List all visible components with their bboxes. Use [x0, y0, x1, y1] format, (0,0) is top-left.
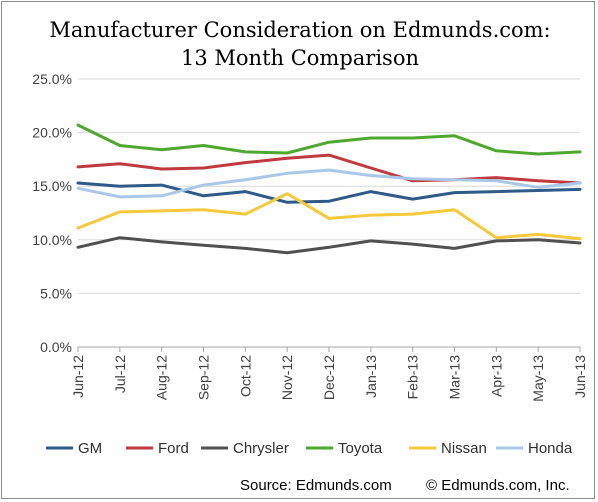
legend-label-chrysler: Chrysler: [233, 440, 289, 457]
x-tick-label: Sep-12: [196, 355, 212, 400]
series-line-chrysler: [76, 236, 582, 255]
copyright-label: © Edmunds.com, Inc.: [426, 477, 570, 494]
x-tick-label: Nov-12: [279, 355, 295, 400]
x-tick-label: Aug-12: [154, 355, 170, 400]
series-line-honda: [76, 168, 582, 199]
y-tick-label: 10.0%: [32, 232, 72, 248]
x-tick-label: Jun-13: [572, 355, 588, 398]
source-label: Source: Edmunds.com: [240, 477, 392, 494]
legend-label-nissan: Nissan: [441, 440, 487, 457]
series-line-ford: [76, 153, 582, 185]
legend-label-toyota: Toyota: [338, 440, 383, 457]
y-tick-label: 15.0%: [32, 178, 72, 194]
legend-label-gm: GM: [78, 440, 102, 457]
y-axis-ticks: 0.0% 5.0% 10.0% 15.0% 20.0% 25.0%: [32, 71, 72, 355]
chart-title-line-1: Manufacturer Consideration on Edmunds.co…: [49, 18, 550, 42]
y-tick-label: 20.0%: [32, 125, 72, 141]
x-axis-ticks: Jun-12 Jul-12 Aug-12 Sep-12 Oct-12 Nov-12 Dec-…: [70, 347, 588, 402]
x-tick-label: Jul-12: [112, 355, 128, 393]
chart-title-line-2: 13 Month Comparison: [181, 46, 419, 70]
series-line-gm: [76, 181, 582, 204]
series-line-toyota: [76, 123, 582, 156]
y-tick-label: 5.0%: [40, 285, 72, 301]
x-tick-label: Oct-12: [237, 355, 253, 397]
y-tick-label: 0.0%: [40, 339, 72, 355]
x-tick-label: Apr-13: [488, 355, 504, 397]
y-tick-label: 25.0%: [32, 71, 72, 87]
x-tick-label: Dec-12: [321, 355, 337, 400]
x-tick-label: Mar-13: [447, 355, 463, 400]
series-line-nissan: [76, 192, 582, 241]
legend-label-honda: Honda: [528, 440, 573, 457]
x-tick-label: Feb-13: [405, 355, 421, 400]
gridlines: [78, 78, 580, 348]
series-lines: [76, 123, 582, 255]
x-tick-label: May-13: [530, 355, 546, 402]
legend-label-ford: Ford: [158, 440, 189, 457]
x-tick-label: Jun-12: [70, 355, 86, 398]
legend: GM Ford Chrysler Toyota Nissan Honda: [46, 440, 573, 457]
x-tick-label: Jan-13: [363, 355, 379, 398]
